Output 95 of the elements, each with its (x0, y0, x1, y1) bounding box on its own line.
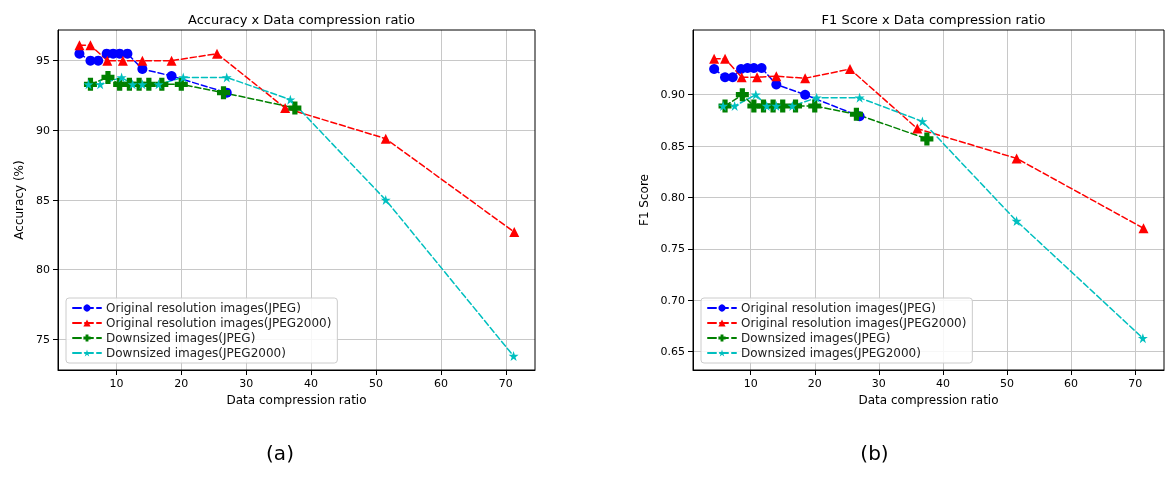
point (137, 55, 148, 66)
x-tick-label: 60 (1064, 377, 1079, 390)
point (735, 88, 749, 102)
point (509, 227, 520, 238)
point (1137, 333, 1148, 344)
x-tick-label: 10 (109, 377, 124, 390)
point (101, 70, 115, 84)
point (771, 101, 782, 112)
x-tick-label: 30 (871, 377, 886, 390)
point (720, 53, 731, 64)
point (137, 79, 148, 90)
y-tick-label: 0.75 (660, 242, 685, 256)
y-tick-label: 80 (36, 263, 50, 277)
point (736, 72, 747, 83)
point (212, 48, 222, 59)
point (800, 89, 811, 100)
point (845, 64, 855, 75)
point (752, 72, 763, 83)
point (912, 123, 923, 134)
point (727, 72, 738, 83)
text: (b) (860, 441, 889, 465)
legend-label: Original resolution images(JPEG2000) (741, 316, 967, 330)
legend-label: Downsized images(JPEG2000) (106, 346, 286, 360)
point (117, 55, 128, 66)
legend-label: Original resolution images(JPEG) (741, 301, 936, 315)
x-tick-label: 10 (743, 377, 758, 390)
point (709, 53, 720, 64)
legend-label: Original resolution images(JPEG2000) (106, 316, 332, 330)
legend-label: Downsized images(JPEG) (741, 331, 891, 345)
point (508, 351, 519, 362)
legend-label: Downsized images(JPEG) (106, 331, 256, 345)
y-tick-label: 0.90 (660, 88, 685, 102)
y-axis-title: Accuracy (%) (12, 160, 27, 240)
point (122, 48, 133, 59)
point (756, 63, 767, 73)
x-tick-label: 50 (1000, 377, 1014, 390)
point (771, 71, 782, 82)
point (917, 116, 928, 127)
point (811, 92, 822, 103)
point (221, 72, 232, 83)
point (102, 55, 113, 66)
point (127, 79, 138, 90)
point (854, 92, 865, 103)
point (849, 107, 863, 121)
point (729, 101, 740, 112)
chart-title: F1 Score x Data compression ratio (821, 12, 1046, 27)
y-tick-label: 95 (36, 54, 50, 68)
point (1011, 216, 1022, 227)
y-tick-label: 0.70 (660, 293, 685, 307)
point (116, 72, 127, 83)
y-tick-label: 0.65 (660, 345, 685, 359)
x-axis-title: Data compression ratio (226, 392, 367, 407)
x-tick-label: 20 (174, 377, 189, 390)
y-tick-label: 90 (36, 123, 50, 137)
x-tick-label: 70 (498, 377, 513, 390)
point (709, 64, 720, 75)
point (280, 103, 291, 114)
point (93, 55, 104, 66)
x-axis-title: Data compression ratio (858, 392, 999, 407)
point (216, 86, 230, 100)
point (808, 99, 822, 113)
x-tick-label: 20 (807, 377, 822, 390)
point (380, 195, 391, 205)
point (166, 70, 177, 81)
y-tick-label: 0.85 (660, 139, 685, 153)
chart-title: Accuracy x Data compression ratio (187, 12, 416, 27)
point (178, 72, 189, 83)
y-tick-label: 85 (36, 193, 50, 207)
point (288, 101, 302, 115)
point (285, 94, 296, 105)
point (85, 40, 96, 51)
point (95, 79, 106, 90)
x-tick-label: 30 (239, 377, 254, 390)
point (153, 79, 164, 90)
point (74, 40, 85, 51)
point (920, 132, 934, 146)
x-tick-label: 40 (304, 377, 319, 390)
point (761, 101, 772, 112)
y-axis-title: F1 Score (636, 174, 651, 226)
point (1138, 223, 1149, 234)
y-tick-label: 0.80 (660, 190, 685, 204)
x-tick-label: 60 (433, 377, 448, 390)
point (1011, 153, 1022, 164)
x-tick-label: 50 (369, 377, 383, 390)
text: (a) (266, 441, 294, 465)
x-tick-label: 70 (1128, 377, 1143, 390)
point (166, 55, 177, 66)
legend-label: Downsized images(JPEG2000) (741, 346, 921, 360)
point (380, 133, 391, 144)
point (750, 89, 761, 100)
x-tick-label: 40 (935, 377, 950, 390)
y-tick-label: 75 (36, 332, 50, 346)
point (800, 73, 811, 84)
legend-label: Original resolution images(JPEG) (106, 301, 301, 315)
point (787, 101, 798, 112)
